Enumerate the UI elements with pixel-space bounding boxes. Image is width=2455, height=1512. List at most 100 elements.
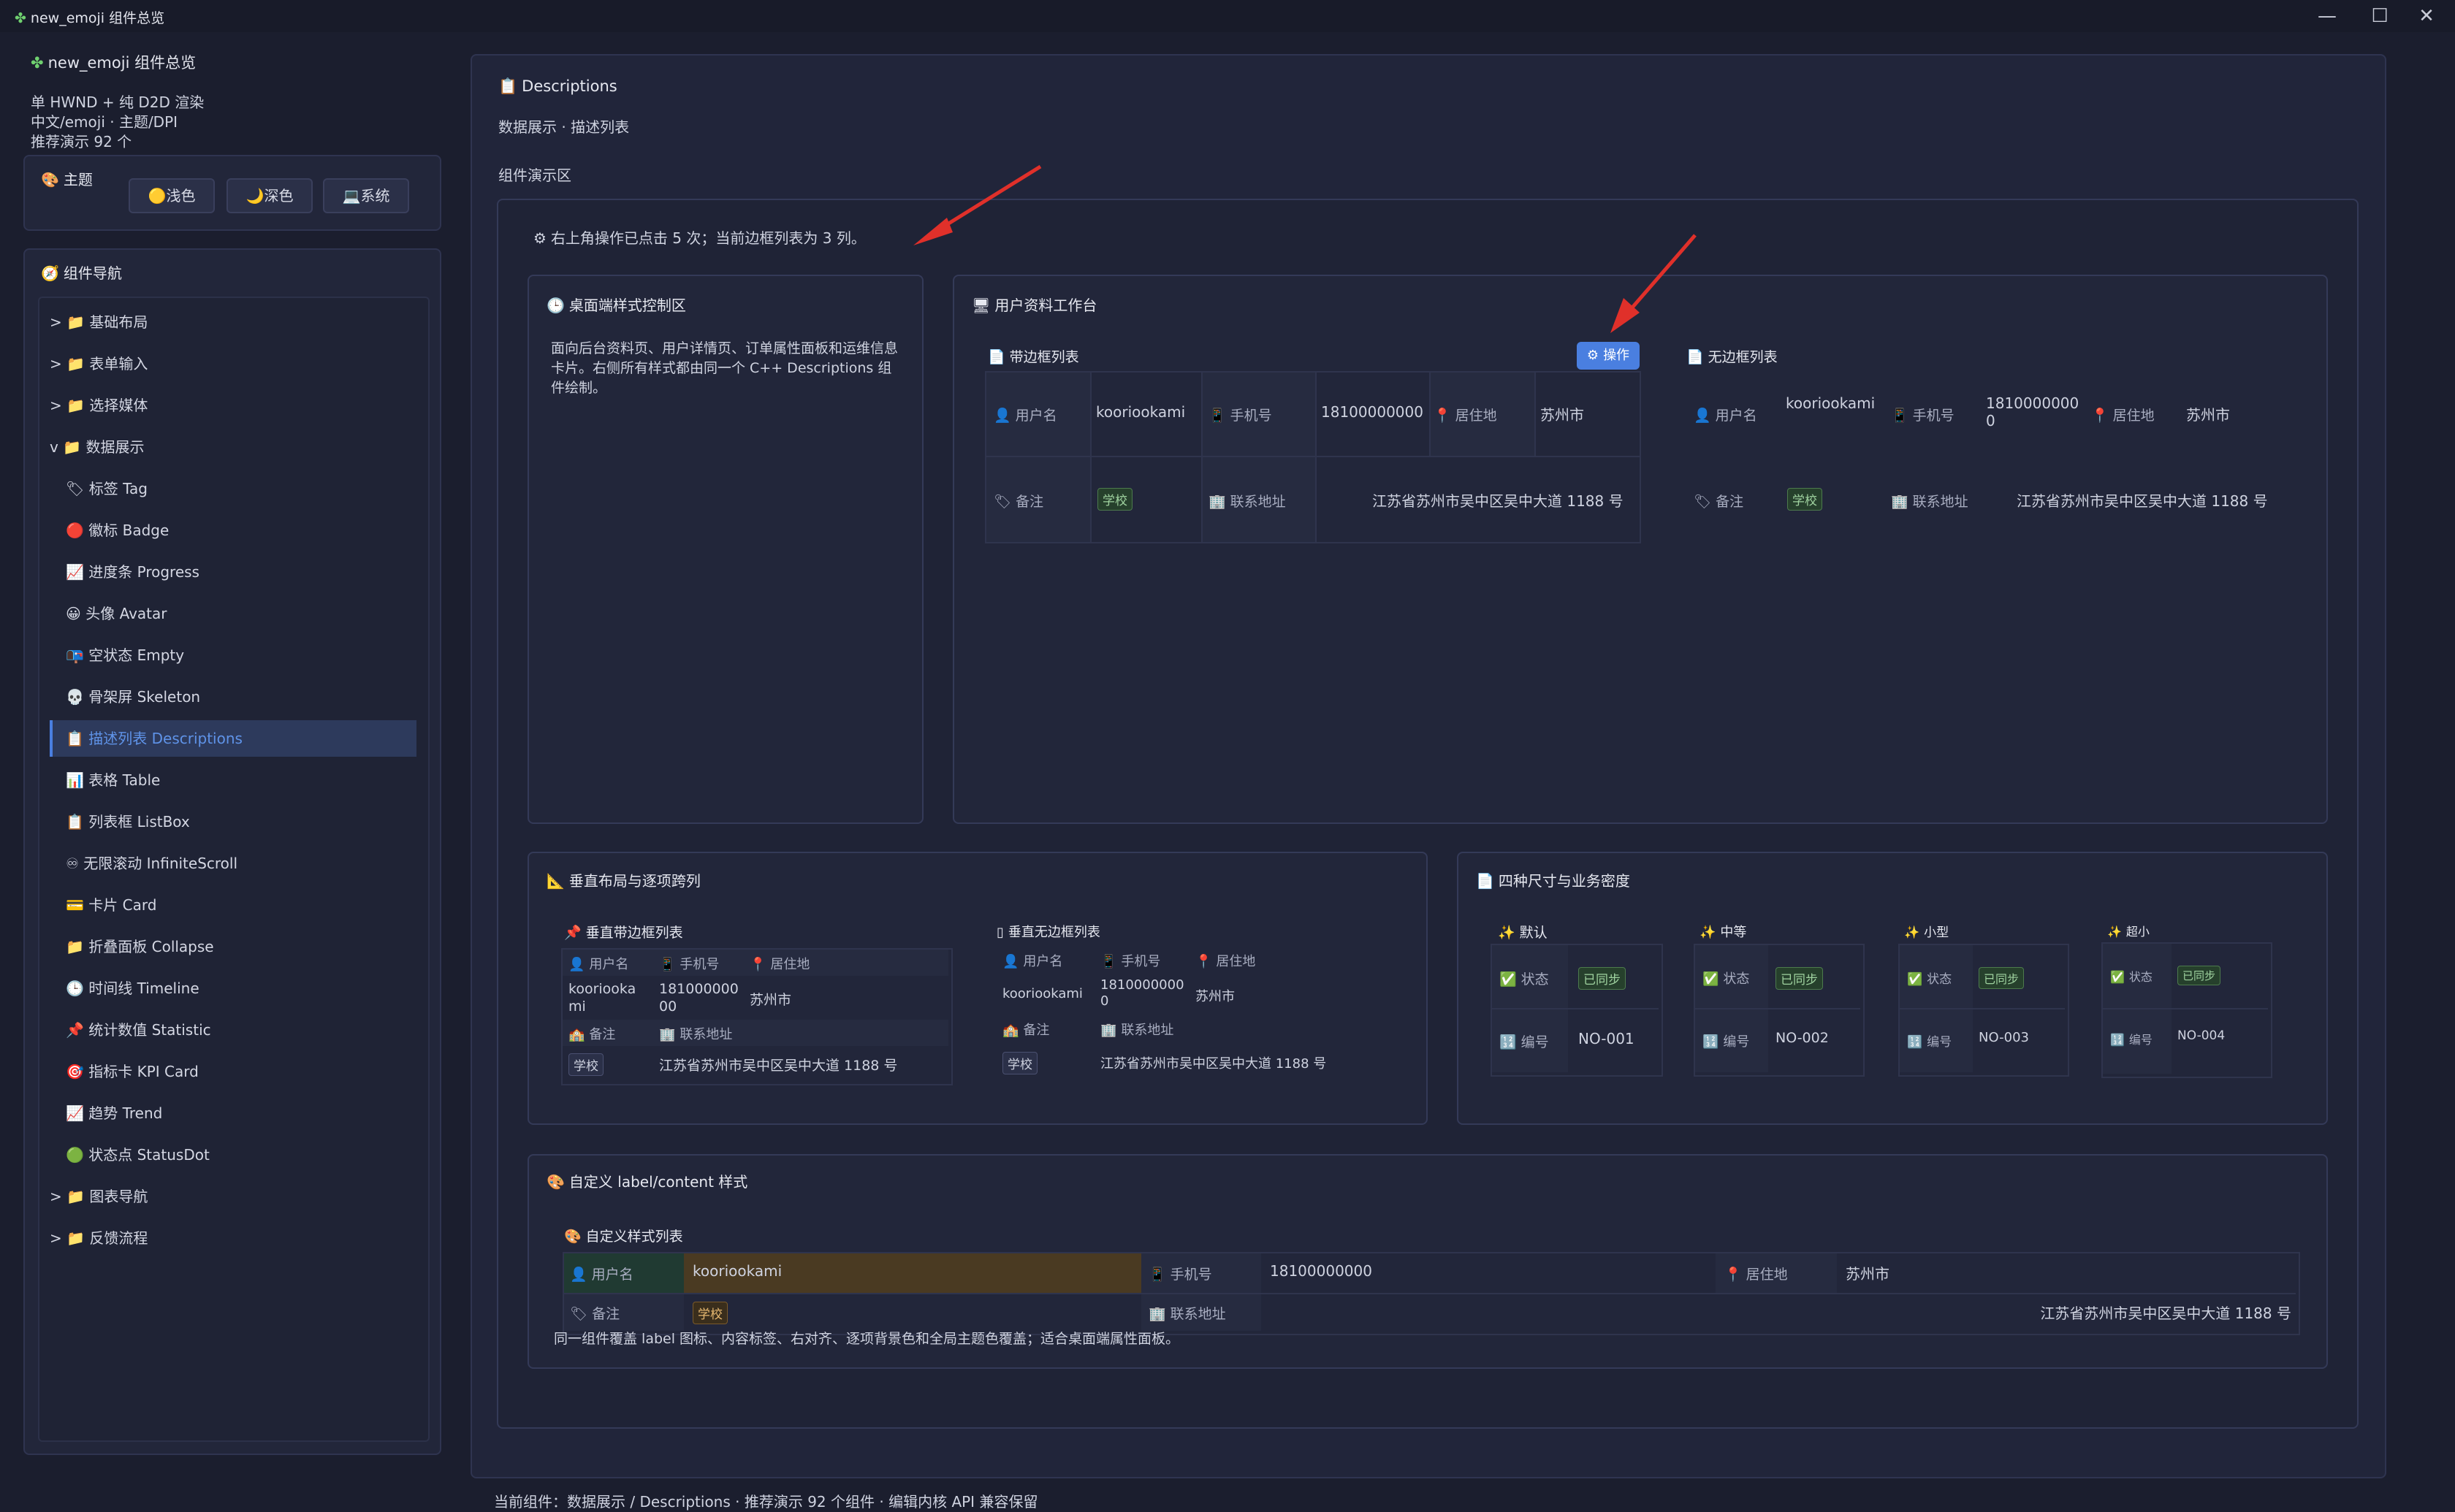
document-icon: 📄: [1686, 349, 1704, 365]
nav-item-empty[interactable]: 📭 空状态 Empty: [66, 646, 185, 664]
phone-value: 18100000000: [1270, 1262, 1372, 1280]
code-label: 🔢 编号: [1499, 1034, 1549, 1050]
city-label: 📍 居住地: [1724, 1267, 1788, 1283]
tag-icon: 🏷: [570, 1306, 588, 1322]
maximize-button[interactable]: ☐: [2371, 5, 2389, 27]
nav-group-form-input[interactable]: > 📁 表单输入: [50, 355, 148, 373]
clock-icon: 🕒: [547, 297, 565, 314]
page-subtitle: 数据展示 · 描述列表: [498, 118, 630, 136]
nav-item-table[interactable]: 📊 表格 Table: [66, 771, 161, 789]
footer-status: 当前组件：数据展示 / Descriptions · 推荐演示 92 个组件 ·…: [494, 1493, 1038, 1511]
workbench-card: 🖥 用户资料工作台 📄 带边框列表 ⚙ 操作 👤 用户名 kooriookami 📱 手机…: [953, 275, 2328, 824]
nav-group-data-display[interactable]: v 📁 数据展示: [50, 438, 145, 456]
pin-icon: 📍: [1195, 954, 1212, 969]
pin-icon: 📍: [750, 957, 766, 972]
nav-item-card[interactable]: 💳 卡片 Card: [66, 896, 157, 914]
pin-icon: 📍: [2091, 408, 2109, 424]
code-label: 🔢 编号: [1907, 1035, 1952, 1050]
size-medium-title: ✨ 中等: [1700, 925, 1747, 940]
nav-item-badge[interactable]: 🔴 徽标 Badge: [66, 522, 170, 539]
sparkle-icon: ✨: [1700, 925, 1716, 940]
app-icon: ✤: [15, 10, 26, 26]
phone-icon: 📱: [1891, 408, 1908, 424]
status-message: ⚙ 右上角操作已点击 5 次；当前边框列表为 3 列。: [533, 229, 866, 247]
address-value: 江苏省苏州市吴中区吴中大道 1188 号: [1372, 492, 1624, 510]
compass-icon: 🧭: [41, 264, 59, 282]
theme-panel: 🎨 主题 🟡浅色 🌙深色 💻系统: [23, 155, 441, 231]
nav-tree: > 📁 基础布局 > 📁 表单输入 > 📁 选择媒体 v 📁 数据展示 🏷 标签…: [38, 297, 430, 1442]
label-cell: [1716, 1253, 1837, 1293]
username-label: 👤 用户名: [1002, 954, 1063, 969]
vertical-bordered-title: 📌 垂直带边框列表: [564, 925, 683, 941]
nav-panel: 🧭 组件导航 > 📁 基础布局 > 📁 表单输入 > 📁 选择媒体 v 📁 数据展…: [23, 248, 441, 1455]
username-value: kooriookami: [1786, 394, 1876, 412]
divider: [564, 1293, 2296, 1294]
username-value: kooriookami: [1096, 403, 1186, 421]
document-icon: 📄: [988, 349, 1005, 365]
control-card-title: 🕒 桌面端样式控制区: [547, 297, 686, 314]
sizes-card-title: 📄 四种尺寸与业务密度: [1476, 872, 1630, 890]
pin-icon: 📌: [564, 925, 582, 941]
highlight-cell: [684, 1253, 1141, 1293]
nav-item-collapse[interactable]: 📁 折叠面板 Collapse: [66, 938, 214, 955]
nav-item-kpi-card[interactable]: 🎯 指标卡 KPI Card: [66, 1063, 199, 1080]
tag-icon: 🏷: [1694, 494, 1712, 510]
address-label: 🏢 联系地址: [659, 1027, 733, 1042]
remark-label: 🏫 备注: [568, 1027, 616, 1042]
annotation-arrow: [1610, 234, 1697, 333]
city-label: 📍 居住地: [2091, 408, 2155, 424]
numbers-icon: 🔢: [1907, 1035, 1923, 1050]
school-icon: 🏫: [568, 1027, 585, 1042]
phone-label: 📱 手机号: [659, 957, 720, 972]
nav-group-feedback[interactable]: > 📁 反馈流程: [50, 1229, 148, 1247]
borderless-list-title: 📄 无边框列表: [1686, 349, 1778, 365]
label-cell: [1141, 1294, 1261, 1331]
close-button[interactable]: ✕: [2418, 5, 2435, 27]
status-tag: 已同步: [1979, 967, 2025, 989]
action-button[interactable]: ⚙ 操作: [1577, 342, 1640, 370]
label-cell: [985, 456, 1092, 543]
phone-value: 18100000000: [1986, 394, 2079, 429]
vertical-card: 📐 垂直布局与逐项跨列 📌 垂直带边框列表 👤 用户名 📱 手机号 📍 居住地 koori…: [528, 852, 1428, 1125]
user-icon: 👤: [568, 957, 585, 972]
nav-group-basic-layout[interactable]: > 📁 基础布局: [50, 313, 148, 331]
theme-system-button[interactable]: 💻系统: [323, 178, 409, 213]
annotation-arrow-head: [1610, 298, 1640, 333]
nav-item-skeleton[interactable]: 💀 骨架屏 Skeleton: [66, 688, 201, 706]
vertical-bordered-descriptions: 👤 用户名 📱 手机号 📍 居住地 kooriookami 18100000000 苏…: [561, 948, 953, 1085]
city-value: 苏州市: [750, 992, 792, 1008]
status-label: ✅ 状态: [1702, 971, 1750, 987]
building-icon: 🏢: [1209, 494, 1226, 510]
minimize-button[interactable]: —: [2318, 5, 2337, 27]
document-icon: ▯: [997, 925, 1004, 940]
nav-item-status-dot[interactable]: 🟢 状态点 StatusDot: [66, 1146, 210, 1164]
nav-item-infinite-scroll[interactable]: ♾ 无限滚动 InfiniteScroll: [66, 855, 238, 872]
label-cell: [564, 1294, 684, 1331]
checkbox-icon: ✅: [1907, 972, 1923, 987]
content-cell: [1315, 456, 1641, 543]
nav-item-trend[interactable]: 📈 趋势 Trend: [66, 1104, 163, 1122]
label-cell: [564, 1253, 684, 1293]
nav-item-avatar[interactable]: 😀 头像 Avatar: [66, 605, 167, 622]
nav-item-timeline[interactable]: 🕒 时间线 Timeline: [66, 980, 199, 997]
nav-item-tag[interactable]: 🏷 标签 Tag: [66, 480, 148, 497]
nav-item-statistic[interactable]: 📌 统计数值 Statistic: [66, 1021, 211, 1039]
status-tag: 已同步: [2177, 966, 2221, 985]
sidebar-app-title: ✤ new_emoji 组件总览: [31, 54, 197, 72]
nav-group-select-media[interactable]: > 📁 选择媒体: [50, 397, 148, 414]
remark-label: 🏷 备注: [570, 1306, 620, 1322]
status-label: ✅ 状态: [1499, 971, 1549, 988]
ruler-icon: 📐: [547, 872, 565, 890]
theme-light-button[interactable]: 🟡浅色: [129, 178, 215, 213]
nav-item-progress[interactable]: 📈 进度条 Progress: [66, 563, 199, 581]
nav-group-chart-nav[interactable]: > 📁 图表导航: [50, 1188, 148, 1205]
nav-item-descriptions[interactable]: 📋 描述列表 Descriptions: [50, 720, 416, 757]
theme-dark-button[interactable]: 🌙深色: [227, 178, 313, 213]
nav-item-listbox[interactable]: 📋 列表框 ListBox: [66, 813, 190, 831]
vertical-card-title: 📐 垂直布局与逐项跨列: [547, 872, 701, 890]
address-label: 🏢 联系地址: [1100, 1023, 1174, 1038]
size-mini-title: ✨ 超小: [2107, 925, 2150, 939]
username-label: 👤 用户名: [994, 408, 1057, 424]
size-small-descriptions: ✅ 状态 已同步 🔢 编号 NO-003: [1898, 944, 2069, 1077]
address-label: 🏢 联系地址: [1891, 494, 1968, 510]
